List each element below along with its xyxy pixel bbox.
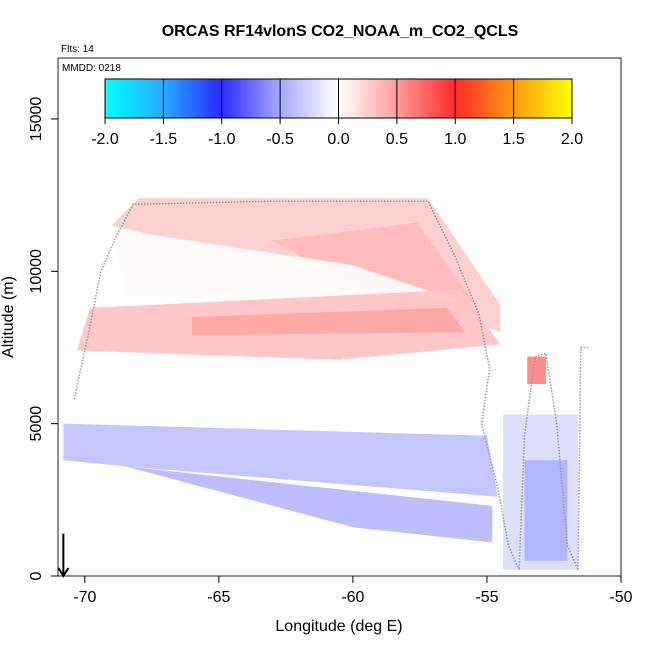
colorbar-tick-label: -1.5 [150, 131, 178, 148]
heatmap-region-east-column-core [524, 460, 568, 561]
flight-track [73, 200, 589, 571]
colorbar-tick-label: -1.0 [208, 131, 236, 148]
x-tick-label: -70 [73, 589, 96, 606]
heatmap-region-low-negative-band [63, 423, 498, 497]
heatmap-region-mid-strong-band [192, 307, 466, 336]
arrow-marker [57, 533, 70, 578]
heatmap-region-east-patch [527, 356, 546, 384]
colorbar-ticks: -2.0 -1.5 -1.0 -0.5 0.0 0.5 1.0 1.5 2.0 [91, 79, 583, 148]
arrow-head [57, 567, 70, 578]
x-tick-label: -50 [609, 589, 632, 606]
flight-track-line [73, 200, 589, 571]
colorbar-tick-label: -2.0 [91, 131, 119, 148]
heatmap-region-middle-white [111, 228, 461, 302]
y-tick-label: 5000 [28, 406, 45, 442]
heatmap-regions [63, 198, 579, 570]
heatmap-region-low-negative-stripe [125, 466, 493, 543]
colorbar-tick-label: 0.0 [327, 131, 349, 148]
y-axis-label: Altitude (m) [0, 276, 17, 358]
colorbar-tick-label: 2.0 [561, 131, 583, 148]
x-axis: -70 -65 -60 -55 -50 [73, 576, 633, 606]
x-tick-label: -60 [341, 589, 364, 606]
x-axis-label: Longitude (deg E) [275, 618, 402, 635]
y-tick-label: 10000 [28, 249, 45, 294]
y-tick-label: 15000 [28, 97, 45, 142]
chart-title: ORCAS RF14vlonS CO2_NOAA_m_CO2_QCLS [162, 23, 519, 40]
annotation-flights: Flts: 14 [61, 44, 94, 55]
x-tick-label: -65 [207, 589, 230, 606]
colorbar-tick-label: -0.5 [266, 131, 294, 148]
x-tick-label: -55 [475, 589, 498, 606]
y-tick-label: 0 [28, 571, 45, 580]
heatmap-region-lower-white-band [71, 362, 488, 424]
colorbar-tick-label: 1.5 [503, 131, 525, 148]
plot-frame [57, 57, 622, 577]
y-axis: 0 5000 10000 15000 [28, 97, 58, 580]
colorbar-tick-label: 0.5 [386, 131, 408, 148]
colorbar-tick-label: 1.0 [444, 131, 466, 148]
annotation-date: MMDD: 0218 [62, 63, 121, 74]
